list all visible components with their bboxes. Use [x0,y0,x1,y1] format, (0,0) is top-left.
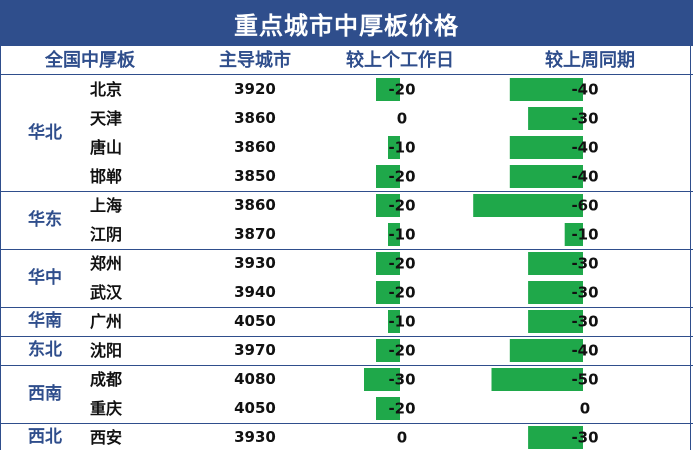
day-change-label: -20 [388,197,415,215]
city-price: 4080 [234,370,276,388]
day-change-bar [364,368,400,391]
region-label: 华中 [28,268,62,288]
header-separator [0,74,693,75]
city-name: 天津 [90,109,123,128]
week-change-bar [528,281,583,304]
city-name: 唐山 [90,138,123,157]
day-change-bar [376,252,400,275]
day-change-bar [376,194,400,217]
city-price: 4050 [234,312,276,330]
city-name: 北京 [90,80,123,99]
city-price: 3930 [234,428,276,446]
day-change-bar [388,223,400,246]
city-name: 江阴 [90,225,123,244]
day-change-label: -20 [388,284,415,302]
day-change-bar [376,397,400,420]
city-name: 重庆 [90,399,123,418]
header-week-change: 较上周同期 [545,50,635,71]
city-name: 上海 [90,196,123,215]
city-price: 3850 [234,167,276,185]
region-separator [0,423,693,424]
day-change-label: -10 [388,226,415,244]
city-price: 4050 [234,399,276,417]
week-change-bar [564,223,583,246]
week-change-bar [528,252,583,275]
day-change-label: -10 [388,139,415,157]
city-price: 3970 [234,341,276,359]
page-title: 重点城市中厚板价格 [0,0,693,46]
week-change-label: -40 [571,342,598,360]
week-change-label: -40 [571,168,598,186]
week-change-label: -30 [571,110,598,128]
region-separator [0,249,693,250]
week-change-label: -50 [571,371,598,389]
week-change-bar [491,368,583,391]
region-label: 华南 [28,311,62,331]
week-change-bar [528,107,583,130]
city-price: 3860 [234,109,276,127]
week-change-bar [509,165,583,188]
day-change-bar [376,165,400,188]
city-price: 3930 [234,254,276,272]
city-price: 3860 [234,138,276,156]
week-change-label: -30 [571,429,598,447]
day-change-bar [376,281,400,304]
week-change-label: -40 [571,81,598,99]
week-change-bar [528,426,583,449]
region-label: 东北 [28,340,62,360]
city-price: 3860 [234,196,276,214]
city-name: 广州 [90,312,123,331]
week-change-bar [509,136,583,159]
week-change-label: -10 [571,226,598,244]
region-separator [0,307,693,308]
region-label: 西南 [28,384,62,404]
week-change-label: -30 [571,284,598,302]
city-price: 3920 [234,80,276,98]
table-left-border [0,46,1,450]
region-separator [0,365,693,366]
city-name: 成都 [90,370,123,389]
day-change-label: 0 [397,429,407,447]
city-name: 武汉 [90,283,123,302]
region-label: 华东 [28,210,62,230]
week-change-bar [528,310,583,333]
week-change-label: 0 [580,400,590,418]
region-label: 西北 [28,427,62,447]
week-change-label: -30 [571,313,598,331]
day-change-bar [376,78,400,101]
day-change-label: -20 [388,168,415,186]
header-region: 全国中厚板 [45,50,135,71]
city-name: 沈阳 [90,341,123,360]
region-separator [0,336,693,337]
city-name: 郑州 [90,254,123,273]
week-change-bar [509,339,583,362]
city-price: 3870 [234,225,276,243]
day-change-label: -20 [388,81,415,99]
header-city: 主导城市 [219,50,291,71]
week-change-label: -40 [571,139,598,157]
week-change-bar [509,78,583,101]
day-change-label: -10 [388,313,415,331]
day-change-label: -20 [388,255,415,273]
week-change-label: -30 [571,255,598,273]
city-name: 邯郸 [90,167,123,186]
day-change-bar [388,136,400,159]
region-label: 华北 [28,123,62,143]
day-change-bar [376,339,400,362]
city-price: 3940 [234,283,276,301]
day-change-label: 0 [397,110,407,128]
week-change-label: -60 [571,197,598,215]
header-day-change: 较上个工作日 [346,50,454,71]
day-change-bar [388,310,400,333]
week-change-bar [473,194,583,217]
day-change-label: -30 [388,371,415,389]
day-change-label: -20 [388,400,415,418]
city-name: 西安 [90,428,123,447]
table-right-border [690,46,691,450]
region-separator [0,191,693,192]
day-change-label: -20 [388,342,415,360]
